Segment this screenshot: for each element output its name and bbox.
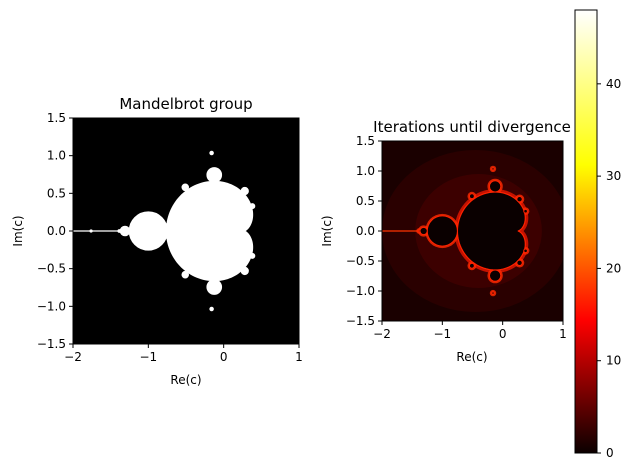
y-tick-label: 1.5 [356,134,375,148]
period-bulb [240,266,249,276]
x-tick-label: −1 [139,350,157,364]
y-tick-label: −1.0 [346,284,375,298]
period-bulb [240,186,249,196]
y-tick-label: 1.0 [356,164,375,178]
right-title: Iterations until divergence [373,118,571,136]
period-bulb [181,270,190,279]
period-bulb [206,279,223,295]
x-tick-label: −2 [373,327,391,341]
colorbar-tick-label: 20 [606,261,621,275]
x-tick-label: 0 [499,327,507,341]
main-cardioid [456,191,526,271]
colorbar-tick-label: 40 [606,77,621,91]
period-bulb [491,167,495,171]
mini-bulb [89,229,93,233]
left-ticks: −2 −1 0 1 1.5 1.0 0.5 0.0 −0.5 −1.0 −1.5 [37,111,303,364]
left-title: Mandelbrot group [119,95,252,113]
right-ylabel: Im(c) [320,215,334,246]
period-bulb [209,306,214,312]
period-bulb [516,195,523,203]
period-bulb [488,180,502,193]
colorbar-tick-label: 30 [606,169,621,183]
period-bulb [488,269,502,282]
y-tick-label: 0.5 [356,194,375,208]
y-tick-label: 0.0 [356,224,375,238]
y-tick-label: 0.5 [47,186,66,200]
left-ylabel: Im(c) [11,215,25,246]
x-tick-label: −1 [433,327,451,341]
iterations-set-shape [382,150,563,312]
right-xlabel: Re(c) [456,350,487,364]
y-tick-label: 0.0 [47,224,66,238]
y-tick-label: 1.5 [47,111,66,125]
period-bulb [249,203,256,210]
iterations-image [382,141,563,321]
period-bulb [209,150,214,156]
period-bulb [516,259,523,267]
colorbar-ticks: 0 10 20 30 40 [597,77,621,460]
y-tick-label: −0.5 [37,262,66,276]
colorbar-gradient [574,9,598,454]
period-bulb [468,262,475,269]
x-tick-label: 1 [559,327,567,341]
period-bulb [117,229,122,233]
main-cardioid [165,180,254,282]
x-tick-label: 0 [220,350,228,364]
y-tick-label: −0.5 [346,254,375,268]
period-bulb [426,215,458,247]
period-bulb [523,248,528,254]
colorbar-tick-label: 0 [606,446,614,460]
left-xlabel: Re(c) [170,373,201,387]
period-bulb [491,291,495,295]
period-bulb [119,225,131,237]
colorbar: 0 10 20 30 40 [574,9,621,460]
mandelbrot-set-shape [73,150,256,312]
period-bulb [128,211,168,251]
y-tick-label: −1.5 [37,337,66,351]
period-bulb [249,252,256,259]
y-tick-label: −1.0 [37,299,66,313]
iterations-panel: Iterations until divergence −2 −1 0 1 1.5 1.0… [320,118,571,364]
period-bulb [523,208,528,214]
x-tick-label: −2 [64,350,82,364]
period-bulb [206,167,223,183]
mandelbrot-panel: Mandelbrot group −2 −1 0 11.51.00.50.0−0.5−… [11,95,303,387]
colorbar-tick-label: 10 [606,354,621,368]
y-tick-label: 1.0 [47,149,66,163]
x-tick-label: 1 [295,350,303,364]
y-tick-label: −1.5 [346,314,375,328]
period-bulb [417,229,421,233]
period-bulb [181,183,190,192]
period-bulb [468,193,475,200]
period-bulb [419,226,428,236]
right-ticks: −2 −1 0 1 1.5 1.0 0.5 0.0 −0.5 −1.0 −1.5 [346,134,567,341]
mandelbrot-image [73,118,299,344]
